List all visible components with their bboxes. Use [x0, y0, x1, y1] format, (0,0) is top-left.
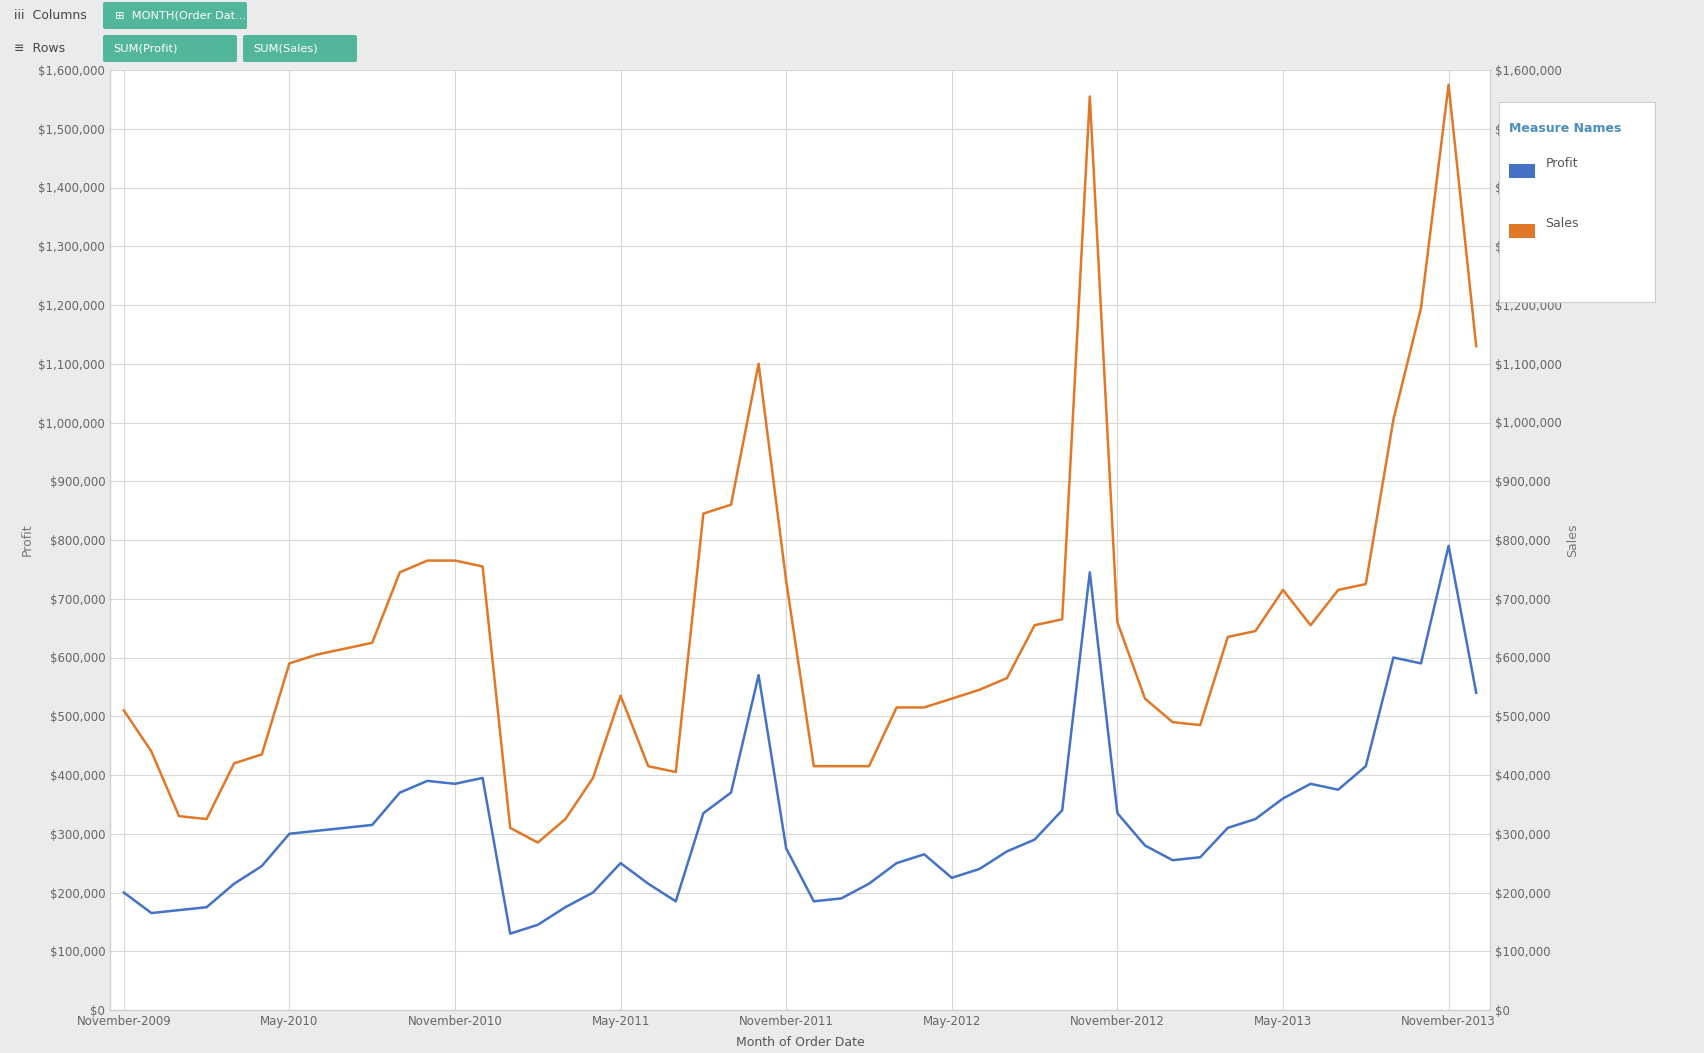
Text: Measure Names: Measure Names — [1510, 121, 1622, 135]
Y-axis label: Profit: Profit — [20, 523, 34, 556]
X-axis label: Month of Order Date: Month of Order Date — [736, 1036, 864, 1049]
Text: SUM(Profit): SUM(Profit) — [112, 43, 177, 54]
Text: ≡  Rows: ≡ Rows — [14, 42, 65, 55]
FancyBboxPatch shape — [102, 35, 237, 62]
Bar — [1510, 223, 1535, 238]
FancyBboxPatch shape — [244, 35, 358, 62]
Text: ⊞  MONTH(Order Dat...: ⊞ MONTH(Order Dat... — [114, 11, 245, 20]
Text: Profit: Profit — [1546, 157, 1578, 171]
Text: SUM(Sales): SUM(Sales) — [252, 43, 317, 54]
Text: iii  Columns: iii Columns — [14, 9, 87, 22]
FancyBboxPatch shape — [102, 2, 247, 29]
Text: Sales: Sales — [1546, 217, 1580, 231]
Bar — [1510, 163, 1535, 178]
Y-axis label: Sales: Sales — [1566, 523, 1580, 557]
